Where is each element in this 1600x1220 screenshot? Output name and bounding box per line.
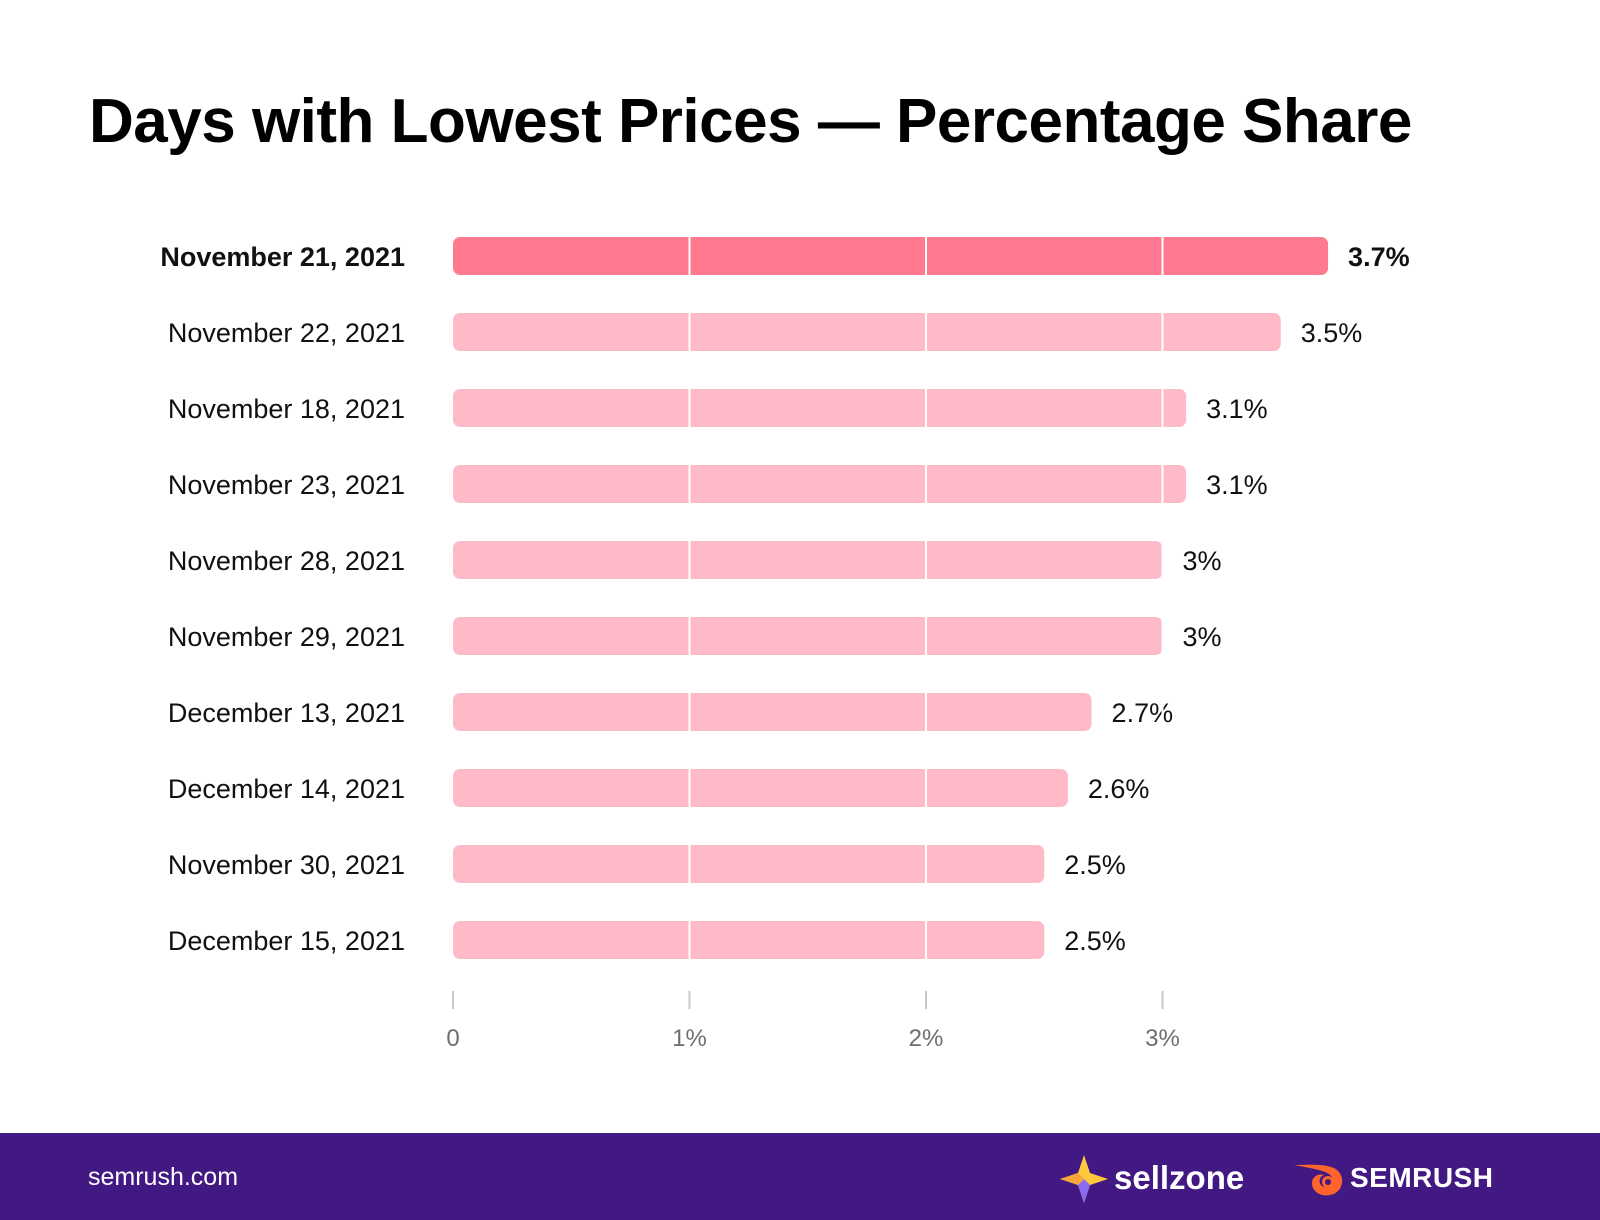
bar (453, 617, 1163, 655)
value-label: 3% (1183, 546, 1222, 576)
bar (453, 389, 1187, 427)
category-label: November 29, 2021 (168, 622, 405, 652)
category-label: November 30, 2021 (168, 850, 405, 880)
category-label: November 28, 2021 (168, 546, 405, 576)
bar (453, 313, 1281, 351)
value-label: 2.6% (1088, 774, 1150, 804)
footer: semrush.com sellzone SEMRUSH (0, 1133, 1600, 1220)
bar (453, 845, 1045, 883)
x-tick-label: 2% (909, 1025, 944, 1052)
chart-title: Days with Lowest Prices — Percentage Sha… (89, 87, 1412, 156)
bar (453, 921, 1045, 959)
semrush-fire-icon (1294, 1164, 1343, 1196)
bar (453, 541, 1163, 579)
category-label: November 21, 2021 (160, 242, 405, 272)
value-label: 3.1% (1206, 394, 1268, 424)
semrush-logo: SEMRUSH (1290, 1155, 1520, 1201)
sellzone-star-icon (1060, 1155, 1108, 1203)
value-label: 3% (1183, 622, 1222, 652)
value-label: 2.7% (1112, 698, 1174, 728)
value-label: 2.5% (1064, 850, 1126, 880)
value-label: 3.7% (1348, 242, 1410, 272)
value-label: 2.5% (1064, 926, 1126, 956)
category-label: November 22, 2021 (168, 318, 405, 348)
category-label: November 18, 2021 (168, 394, 405, 424)
bar-highlight (453, 237, 1329, 275)
semrush-wordmark: SEMRUSH (1350, 1162, 1494, 1193)
sellzone-wordmark: sellzone (1114, 1159, 1245, 1196)
category-label: December 15, 2021 (168, 926, 405, 956)
value-label: 3.1% (1206, 470, 1268, 500)
category-label: November 23, 2021 (168, 470, 405, 500)
bar (453, 693, 1092, 731)
category-label: December 13, 2021 (168, 698, 405, 728)
footer-site-link[interactable]: semrush.com (88, 1163, 239, 1191)
x-tick-label: 3% (1145, 1025, 1180, 1052)
bar (453, 465, 1187, 503)
value-label: 3.5% (1301, 318, 1363, 348)
bar (453, 769, 1068, 807)
x-tick-label: 0 (446, 1025, 459, 1052)
category-label: December 14, 2021 (168, 774, 405, 804)
sellzone-logo: sellzone (1058, 1153, 1276, 1205)
bar-chart: November 21, 2021 3.7% November 22, 2021 3.… (160, 235, 1410, 1052)
x-tick-label: 1% (672, 1025, 707, 1052)
